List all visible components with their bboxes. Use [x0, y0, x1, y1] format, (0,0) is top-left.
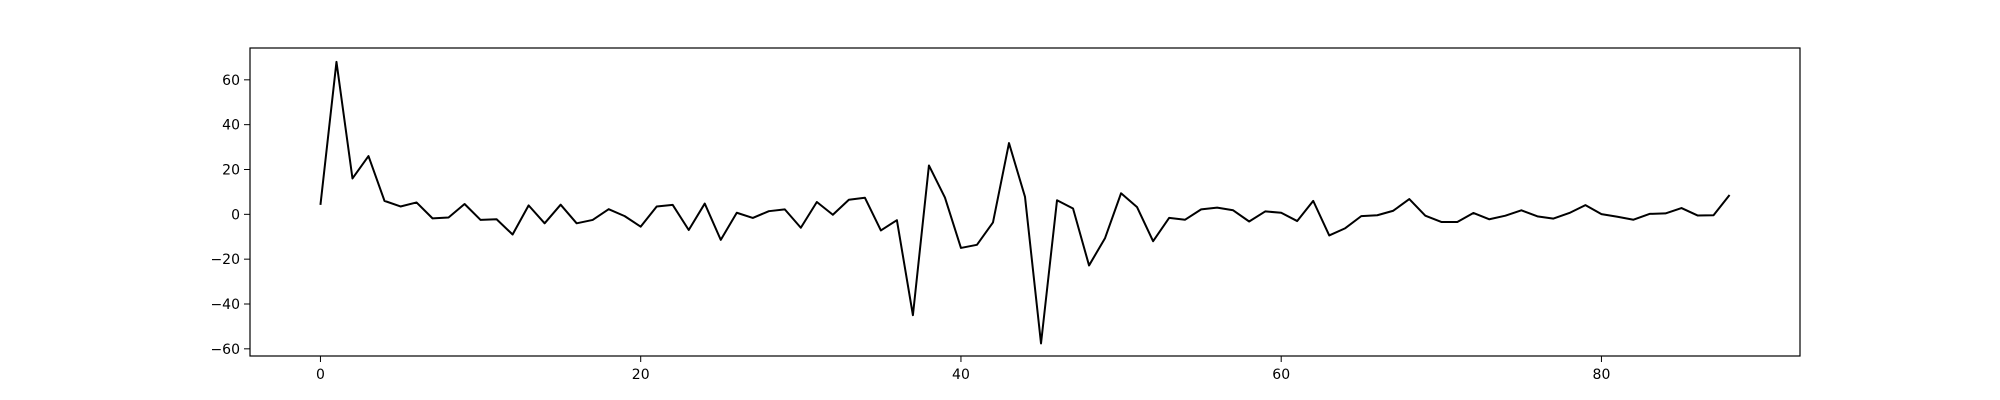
y-tick-label: −60 [210, 342, 240, 358]
x-tick-label: 20 [632, 367, 650, 383]
x-tick-label: 60 [1272, 367, 1290, 383]
axis-ticks: 0 20 40 60 80 −60 −40 −20 0 20 40 60 [210, 73, 1610, 383]
series-line [319, 60, 1731, 345]
y-tick-label: 40 [222, 118, 240, 134]
series-group [319, 60, 1731, 345]
y-tick-label: −20 [210, 252, 240, 268]
plot-frame [249, 47, 1801, 357]
y-tick-label: 60 [222, 73, 240, 89]
x-tick-label: 80 [1593, 367, 1611, 383]
x-tick-label: 40 [952, 367, 970, 383]
y-tick-label: 0 [231, 207, 240, 223]
x-tick-label: 0 [316, 367, 325, 383]
y-tick-label: 20 [222, 162, 240, 178]
y-tick-label: −40 [210, 297, 240, 313]
